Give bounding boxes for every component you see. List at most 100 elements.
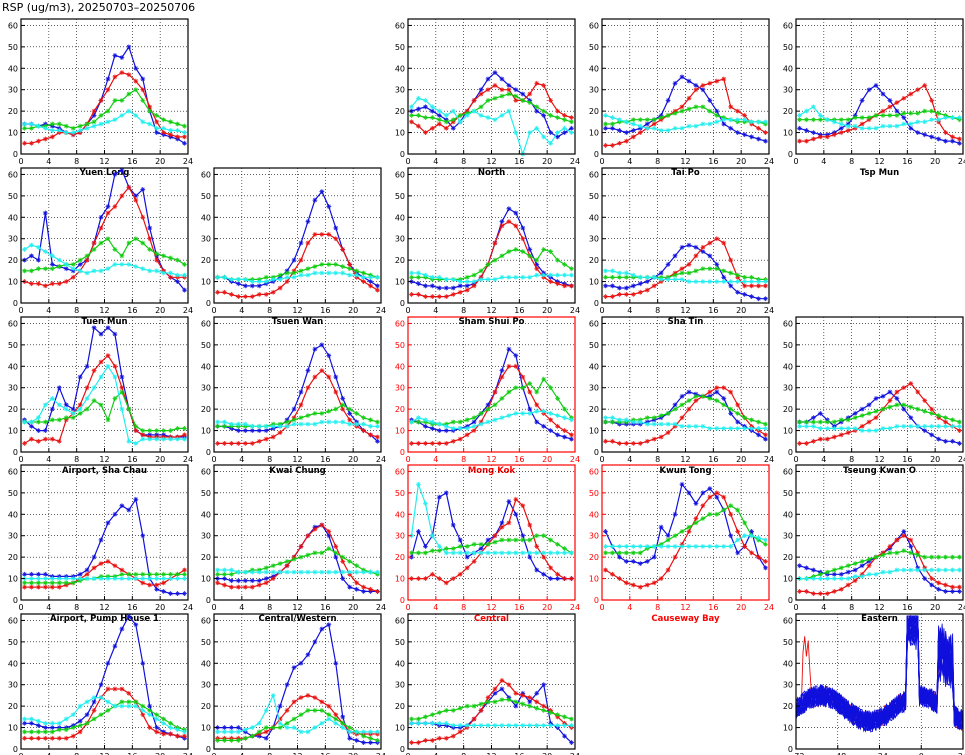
series-line-blue xyxy=(799,391,960,444)
data-point-blue xyxy=(644,121,650,127)
data-point-cyan xyxy=(471,550,477,556)
data-point-red xyxy=(555,423,561,429)
x-tick-label: 24 xyxy=(958,752,965,755)
data-point-red xyxy=(665,567,671,573)
data-point-red xyxy=(894,537,900,543)
data-point-cyan xyxy=(263,569,269,575)
data-point-cyan xyxy=(520,274,526,280)
data-point-cyan xyxy=(133,576,139,581)
data-point-green xyxy=(29,125,34,131)
data-point-green xyxy=(852,561,858,566)
data-point-green xyxy=(707,266,713,272)
data-point-red xyxy=(22,441,27,446)
data-point-green xyxy=(228,738,234,743)
data-point-red xyxy=(91,565,97,571)
x-tick-label: 4 xyxy=(433,157,438,166)
data-point-red xyxy=(443,580,449,586)
data-point-cyan xyxy=(610,268,615,274)
data-point-red xyxy=(471,716,477,722)
y-tick-label: 50 xyxy=(783,341,793,350)
data-point-red xyxy=(256,582,262,588)
data-point-blue xyxy=(63,402,69,408)
x-tick-label: 20 xyxy=(736,455,746,464)
data-point-blue xyxy=(534,419,540,425)
data-point-green xyxy=(175,426,180,431)
data-point-blue xyxy=(644,559,650,564)
data-point-blue xyxy=(305,219,311,224)
data-point-red xyxy=(763,559,768,564)
data-point-blue xyxy=(42,210,48,216)
data-point-red xyxy=(929,406,935,412)
data-point-green xyxy=(105,236,111,242)
x-tick-label: 8 xyxy=(849,455,854,464)
data-point-red xyxy=(305,240,311,246)
data-point-green xyxy=(305,552,311,558)
data-point-cyan xyxy=(908,423,914,429)
data-point-blue xyxy=(112,172,118,177)
data-point-red xyxy=(957,136,962,142)
data-point-cyan xyxy=(686,279,692,284)
data-point-blue xyxy=(562,130,567,135)
data-point-cyan xyxy=(555,413,561,418)
data-point-cyan xyxy=(147,268,153,274)
data-point-blue xyxy=(249,283,255,289)
y-tick-label: 20 xyxy=(8,405,18,414)
data-point-cyan xyxy=(630,419,636,425)
data-point-green xyxy=(637,550,643,556)
data-point-cyan xyxy=(915,119,921,125)
data-point-red xyxy=(375,287,380,293)
data-point-green xyxy=(693,268,699,274)
data-point-cyan xyxy=(450,723,456,728)
data-point-blue xyxy=(29,423,34,429)
data-point-red xyxy=(126,690,132,696)
data-point-cyan xyxy=(84,270,90,276)
data-point-cyan xyxy=(450,277,456,282)
data-point-red xyxy=(887,104,893,110)
data-point-cyan xyxy=(168,725,174,730)
data-point-green xyxy=(84,253,90,259)
data-point-green xyxy=(562,406,567,412)
data-point-red xyxy=(630,134,636,140)
data-point-red xyxy=(471,559,477,564)
x-tick-label: 4 xyxy=(627,306,632,315)
data-point-cyan xyxy=(749,533,755,539)
data-point-cyan xyxy=(658,277,664,282)
data-point-red xyxy=(728,257,734,263)
data-point-green xyxy=(471,272,477,278)
data-point-green xyxy=(77,123,83,129)
chart-eastern: 010203040506004812162024Eastern xyxy=(783,464,965,624)
data-point-cyan xyxy=(721,544,727,549)
data-point-blue xyxy=(866,87,872,93)
data-point-green xyxy=(133,236,139,242)
x-tick-label: 8 xyxy=(74,455,79,464)
y-tick-label: 40 xyxy=(783,510,793,519)
data-point-cyan xyxy=(154,268,160,274)
data-point-green xyxy=(630,117,636,123)
data-point-cyan xyxy=(873,571,879,577)
y-tick-label: 60 xyxy=(589,319,599,328)
data-point-green xyxy=(354,411,360,416)
data-point-blue xyxy=(333,554,339,560)
data-point-red xyxy=(119,686,125,692)
data-point-cyan xyxy=(637,274,643,280)
data-point-red xyxy=(894,389,900,395)
y-tick-label: 20 xyxy=(201,702,211,711)
data-point-green xyxy=(915,110,921,116)
data-point-green xyxy=(284,720,290,726)
data-point-green xyxy=(707,511,713,517)
data-point-cyan xyxy=(492,550,498,556)
data-point-cyan xyxy=(42,249,48,254)
data-point-cyan xyxy=(35,718,41,724)
data-point-red xyxy=(534,544,540,549)
y-tick-label: 30 xyxy=(783,532,793,541)
data-point-green xyxy=(679,270,685,276)
data-point-blue xyxy=(478,546,484,551)
x-tick-label: 4 xyxy=(239,455,244,464)
data-point-green xyxy=(693,393,699,399)
y-tick-label: 0 xyxy=(400,596,405,605)
data-point-red xyxy=(56,735,62,741)
data-point-red xyxy=(707,80,713,86)
data-point-cyan xyxy=(513,411,519,416)
